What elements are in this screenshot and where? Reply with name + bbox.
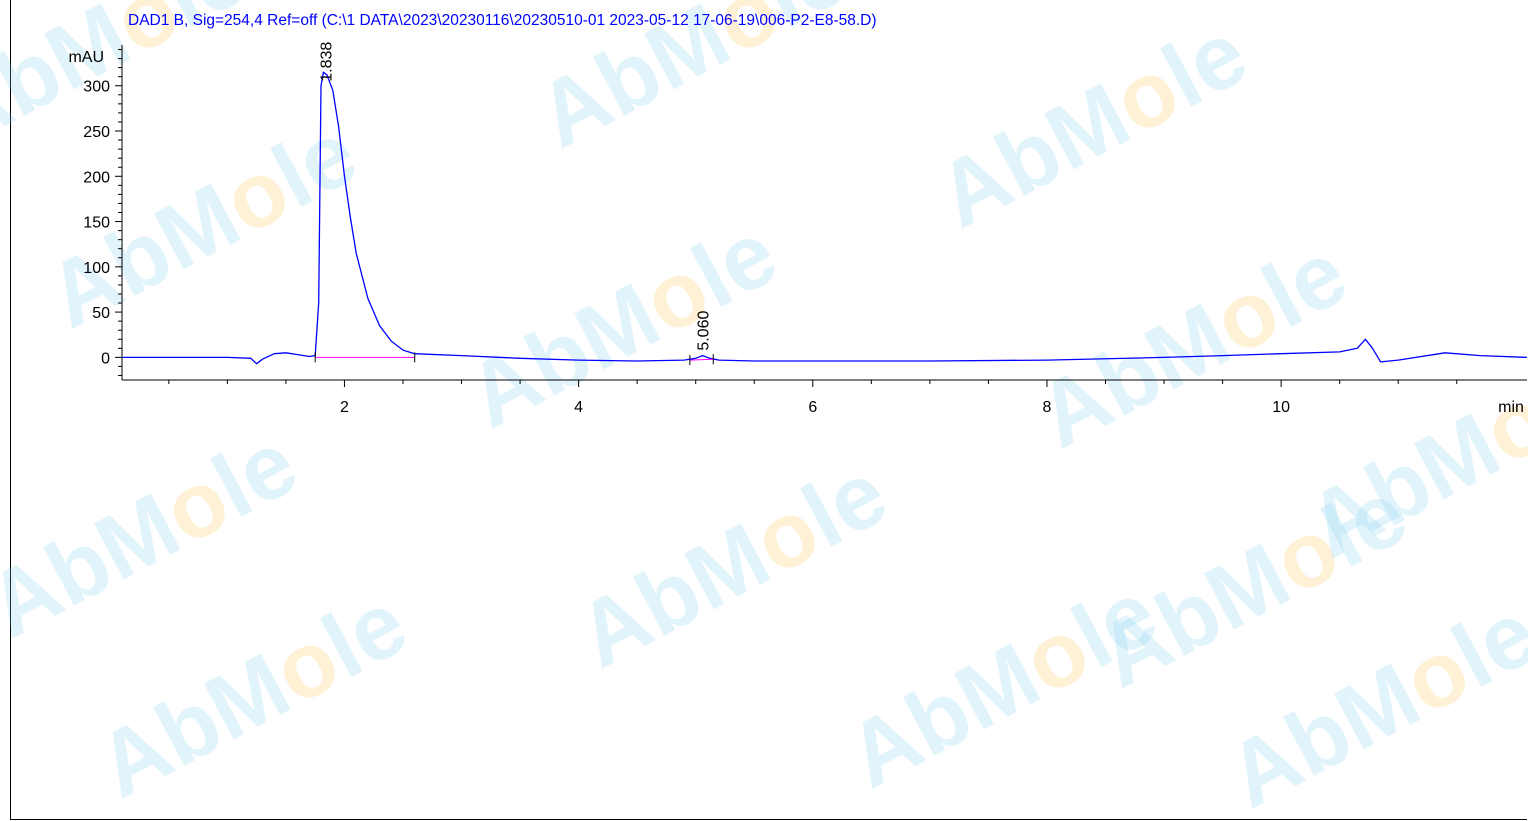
traces bbox=[122, 71, 1528, 366]
integration-baseline bbox=[689, 358, 714, 361]
peak-label: 5.060 bbox=[696, 311, 713, 351]
x-axis-label: min bbox=[1498, 399, 1524, 416]
y-tick-label: 250 bbox=[83, 124, 110, 141]
x-tick-label: 8 bbox=[1043, 399, 1052, 416]
watermark: AbMole bbox=[1082, 462, 1423, 708]
chart-frame bbox=[10, 0, 1527, 820]
y-tick-label: 200 bbox=[83, 169, 110, 186]
watermark: AbMole bbox=[832, 562, 1173, 808]
x-tick-label: 10 bbox=[1272, 399, 1290, 416]
watermark: AbMole bbox=[452, 202, 793, 448]
y-tick-label: 100 bbox=[83, 260, 110, 277]
labels: mAU min 1.838 5.060 bbox=[68, 42, 1523, 416]
chart-title: DAD1 B, Sig=254,4 Ref=off (C:\1 DATA\202… bbox=[128, 12, 877, 29]
watermark: AbMole bbox=[922, 2, 1263, 248]
watermark: AbMole bbox=[32, 102, 373, 348]
peak-label: 1.838 bbox=[318, 42, 335, 82]
y-tick-label: 150 bbox=[83, 215, 110, 232]
signal-trace bbox=[122, 71, 1528, 365]
watermark: AbMole bbox=[562, 442, 903, 688]
watermark: AbMole bbox=[0, 412, 313, 658]
x-tick-label: 4 bbox=[574, 399, 583, 416]
y-axis-label: mAU bbox=[68, 49, 104, 66]
x-tick-label: 6 bbox=[808, 399, 817, 416]
watermark: AbMole bbox=[82, 572, 423, 818]
watermark: AbMole bbox=[1022, 222, 1363, 468]
watermark: AbMole bbox=[1212, 582, 1528, 821]
x-tick-label: 2 bbox=[340, 399, 349, 416]
y-tick-label: 0 bbox=[101, 350, 110, 367]
y-tick-label: 300 bbox=[83, 79, 110, 96]
axes: 0 50 100 150 200 250 300 2 4 6 8 10 bbox=[83, 45, 1527, 416]
y-tick-label: 50 bbox=[92, 305, 110, 322]
